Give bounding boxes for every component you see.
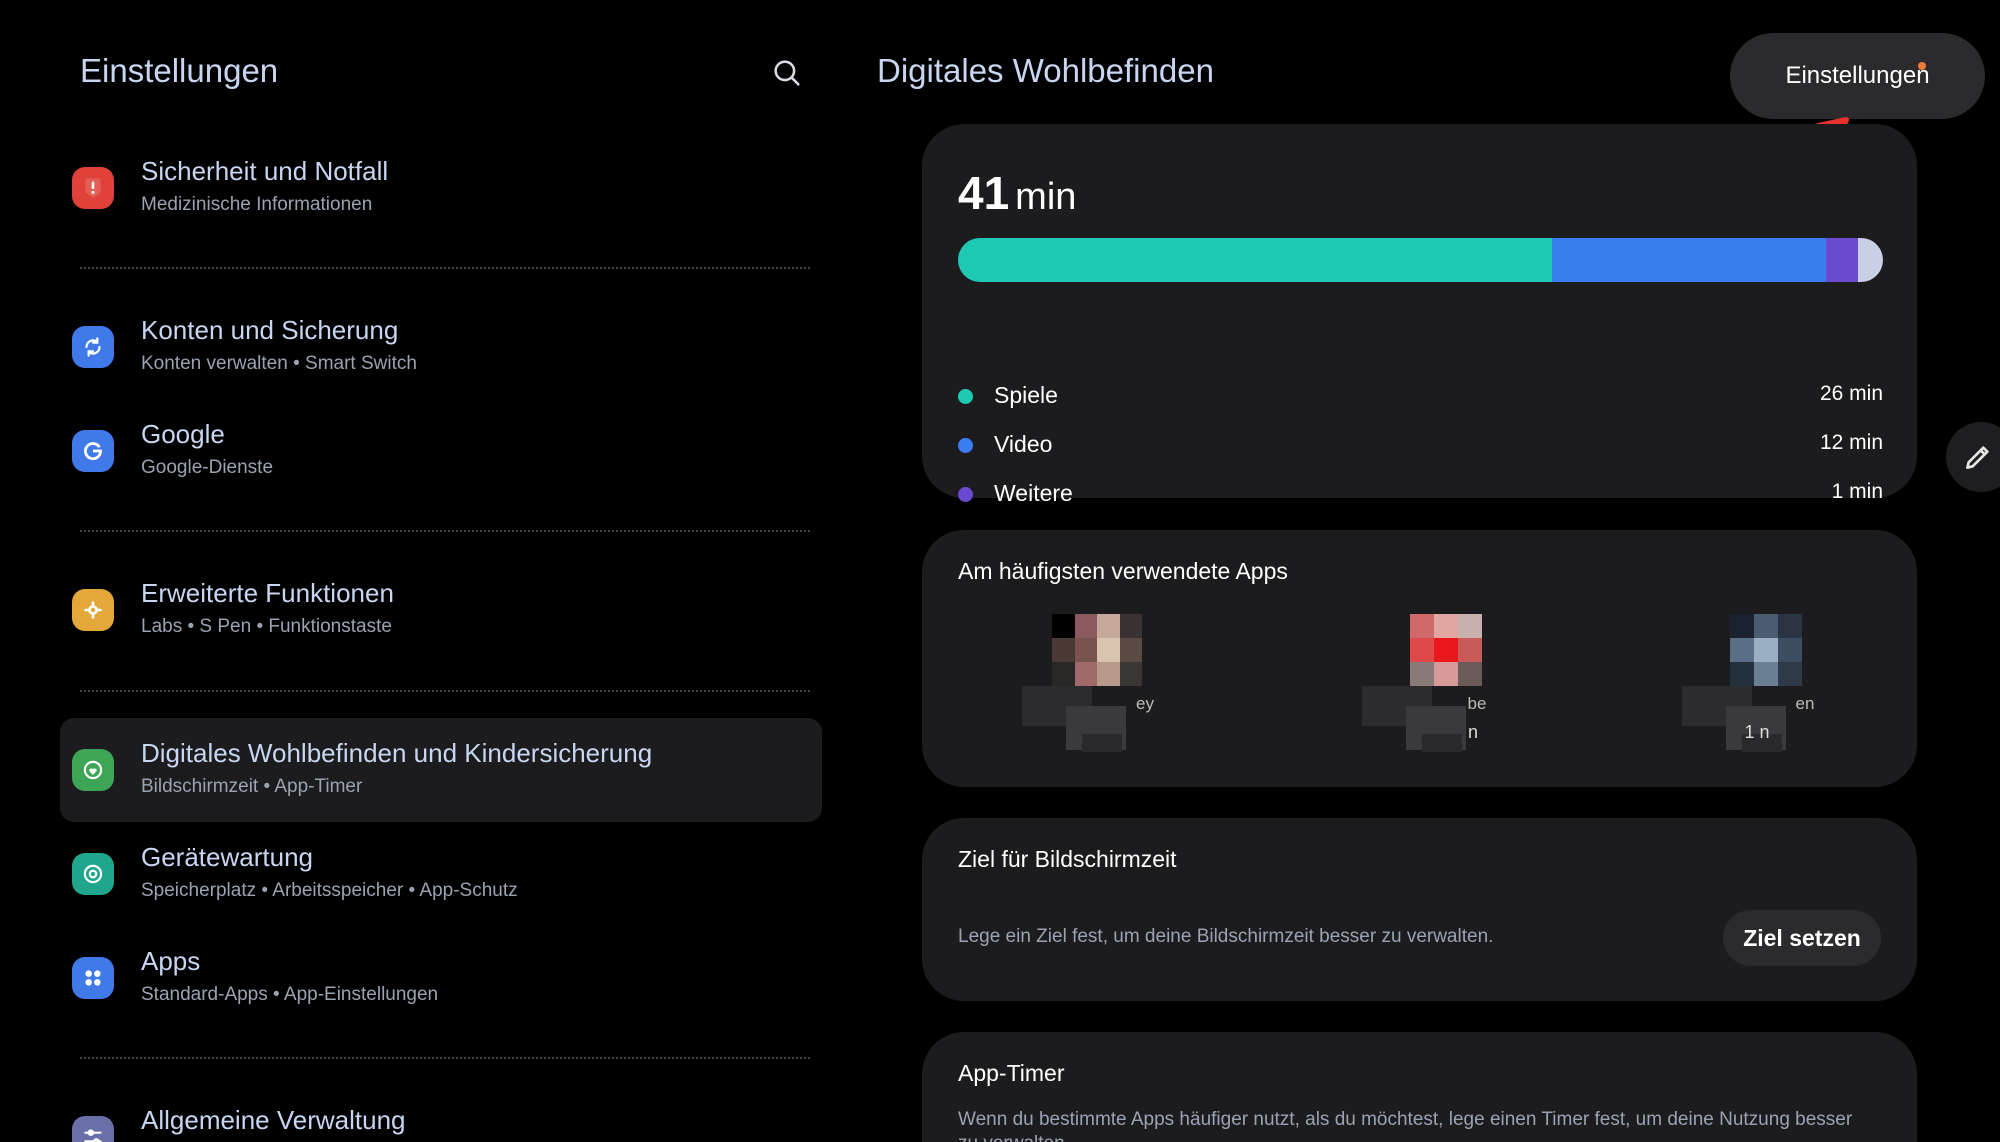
search-icon <box>774 60 800 86</box>
settings-header: Einstellungen <box>80 52 810 102</box>
settings-item-advanced-features[interactable]: Erweiterte Funktionen Labs • S Pen • Fun… <box>60 558 822 662</box>
legend-value: 26 min <box>1819 382 1883 405</box>
item-subtitle: Standard-Apps • App-Einstellungen <box>141 984 439 1005</box>
legend-row-games: Spiele 26 min <box>958 380 1883 414</box>
item-title: Apps <box>141 946 201 976</box>
app-timer-heading: App-Timer <box>958 1060 1065 1086</box>
sync-icon <box>72 326 114 368</box>
google-icon <box>72 430 114 472</box>
edit-button[interactable] <box>1946 422 2000 492</box>
usage-bar <box>958 238 1883 282</box>
item-subtitle: Google-Dienste <box>141 457 274 478</box>
most-used-apps-card[interactable]: Am häufigsten verwendete Apps ey be n en… <box>922 530 1917 787</box>
settings-title: Einstellungen <box>80 52 279 89</box>
settings-item-google[interactable]: Google Google-Dienste <box>60 399 822 503</box>
notification-dot <box>1918 62 1926 70</box>
screen-time-goal-card[interactable]: Ziel für Bildschirmzeit Lege ein Ziel fe… <box>922 818 1917 1001</box>
usage-bar-segment-remainder <box>1857 238 1883 282</box>
settings-item-digital-wellbeing[interactable]: Digitales Wohlbefinden und Kindersicheru… <box>60 718 822 822</box>
app-label-blur <box>1022 686 1172 752</box>
wellbeing-settings-label: Einstellungen <box>1785 62 1930 89</box>
item-subtitle: Speicherplatz • Arbeitsspeicher • App-Sc… <box>141 880 518 901</box>
app-icon-pixelated <box>1410 614 1482 686</box>
app-name: en <box>1795 694 1815 713</box>
most-used-apps-heading: Am häufigsten verwendete Apps <box>958 558 1288 584</box>
usage-bar-segment-video <box>1551 238 1826 282</box>
settings-item-accounts-backup[interactable]: Konten und Sicherung Konten verwalten • … <box>60 295 822 399</box>
pencil-icon <box>1966 446 1989 469</box>
most-used-app-2[interactable]: be n <box>1362 614 1512 764</box>
app-timer-card[interactable]: App-Timer Wenn du bestimmte Apps häufige… <box>922 1032 1917 1142</box>
app-label-blur <box>1362 686 1512 752</box>
settings-item-general-management[interactable]: Allgemeine Verwaltung <box>60 1085 822 1142</box>
screen-time-card[interactable]: 41 min Spiele 26 min Video 12 min Weitere… <box>922 124 1917 506</box>
wellbeing-settings-button[interactable]: Einstellungen <box>1730 33 1985 119</box>
item-subtitle: Labs • S Pen • Funktionstaste <box>141 616 392 637</box>
apps-grid-icon <box>72 957 114 999</box>
puzzle-gear-icon <box>72 589 114 631</box>
item-title: Gerätewartung <box>141 842 313 872</box>
legend-label: Spiele <box>994 382 1058 408</box>
legend-label: Weitere <box>994 480 1073 506</box>
screen-time-unit: min <box>1015 176 1077 218</box>
app-time: 1 n <box>1744 722 1770 742</box>
settings-item-safety-emergency[interactable]: Sicherheit und Notfall Medizinische Info… <box>60 136 822 240</box>
screen-time-total: 41 min <box>958 166 1076 220</box>
divider <box>80 267 810 269</box>
item-subtitle: Bildschirmzeit • App-Timer <box>141 776 363 797</box>
item-title: Allgemeine Verwaltung <box>141 1105 406 1135</box>
goal-heading: Ziel für Bildschirmzeit <box>958 846 1177 872</box>
settings-item-device-care[interactable]: Gerätewartung Speicherplatz • Arbeitsspe… <box>60 822 822 926</box>
legend-row-other: Weitere 1 min <box>958 478 1883 512</box>
divider <box>80 1057 810 1059</box>
legend-label: Video <box>994 431 1053 457</box>
app-icon-pixelated <box>1052 614 1142 686</box>
legend-dot <box>958 438 973 453</box>
item-subtitle: Medizinische Informationen <box>141 194 373 215</box>
most-used-app-1[interactable]: ey <box>1022 614 1172 764</box>
item-title: Digitales Wohlbefinden und Kindersicheru… <box>141 738 653 768</box>
app-name: be <box>1467 694 1487 713</box>
item-title: Erweiterte Funktionen <box>141 578 394 608</box>
divider <box>80 690 810 692</box>
legend-dot <box>958 389 973 404</box>
app-time: n <box>1467 722 1478 742</box>
alert-icon <box>72 167 114 209</box>
set-goal-button[interactable]: Ziel setzen <box>1723 910 1881 966</box>
search-button[interactable] <box>770 56 810 96</box>
sliders-icon <box>72 1116 114 1142</box>
app-label-blur <box>1682 686 1832 752</box>
page-title: Digitales Wohlbefinden <box>877 52 1214 89</box>
settings-item-apps[interactable]: Apps Standard-Apps • App-Einstellungen <box>60 926 822 1030</box>
app-timer-description: Wenn du bestimmte Apps häufiger nutzt, a… <box>958 1109 1853 1142</box>
goal-description: Lege ein Ziel fest, um deine Bildschirmz… <box>958 926 1494 947</box>
screen-time-value: 41 <box>958 167 1010 219</box>
device-care-icon <box>72 853 114 895</box>
app-icon-pixelated <box>1730 614 1802 686</box>
legend-dot <box>958 487 973 502</box>
legend-value: 1 min <box>1831 480 1883 503</box>
usage-bar-segment-games <box>958 238 1552 282</box>
item-subtitle: Konten verwalten • Smart Switch <box>141 353 417 374</box>
divider <box>80 530 810 532</box>
wellbeing-icon <box>72 749 114 791</box>
legend-row-video: Video 12 min <box>958 429 1883 463</box>
legend-value: 12 min <box>1819 431 1883 454</box>
app-name: ey <box>1136 694 1154 713</box>
set-goal-label: Ziel setzen <box>1743 924 1861 951</box>
item-title: Google <box>141 419 225 449</box>
item-title: Sicherheit und Notfall <box>141 156 389 186</box>
usage-bar-segment-other <box>1825 238 1858 282</box>
most-used-app-3[interactable]: en 1 n <box>1682 614 1832 764</box>
item-title: Konten und Sicherung <box>141 315 399 345</box>
settings-list-pane: Einstellungen Sicherheit und Notfall Med… <box>0 0 840 1142</box>
